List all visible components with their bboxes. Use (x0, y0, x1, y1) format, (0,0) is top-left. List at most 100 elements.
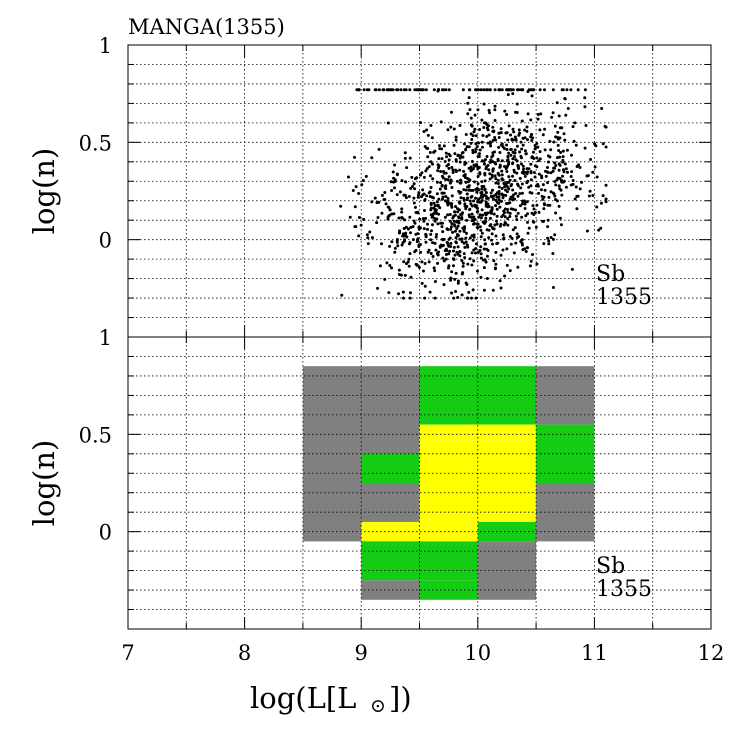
scatter-point (595, 175, 599, 179)
scatter-point (444, 177, 448, 181)
scatter-point (467, 88, 471, 92)
scatter-point (504, 194, 508, 198)
scatter-point (400, 210, 404, 214)
scatter-point (532, 170, 536, 174)
scatter-point (421, 217, 425, 221)
scatter-point (538, 157, 542, 161)
scatter-point (391, 170, 395, 174)
scatter-point (526, 220, 530, 224)
scatter-point (423, 261, 427, 265)
bottom-y-tick-label: 1 (99, 326, 112, 350)
top-y-tick-label: 1 (99, 34, 112, 58)
scatter-point (482, 159, 486, 163)
scatter-point (353, 155, 357, 159)
scatter-point (562, 132, 566, 136)
scatter-point (450, 205, 454, 209)
scatter-point (506, 93, 510, 97)
scatter-point (518, 204, 522, 208)
scatter-point (546, 236, 550, 240)
scatter-point (495, 207, 499, 211)
scatter-point (578, 187, 582, 191)
top-y-tick-label: 0 (99, 229, 112, 253)
scatter-point (476, 210, 480, 214)
scatter-point (403, 156, 407, 160)
scatter-point (539, 112, 543, 116)
scatter-point (536, 183, 540, 187)
scatter-point (552, 192, 556, 196)
x-axis-label-main: log(L[L (250, 681, 356, 715)
scatter-point (383, 190, 387, 194)
scatter-point (449, 227, 453, 231)
scatter-point (555, 101, 559, 105)
scatter-point (452, 219, 456, 223)
scatter-point (416, 238, 420, 242)
scatter-point (513, 178, 517, 182)
scatter-point (482, 162, 486, 166)
scatter-point (448, 154, 452, 158)
scatter-point (514, 241, 518, 245)
scatter-point (503, 221, 507, 225)
scatter-point (404, 196, 408, 200)
scatter-point (501, 233, 505, 237)
scatter-point (420, 171, 424, 175)
scatter-point (514, 208, 518, 212)
scatter-point (370, 156, 374, 160)
scatter-point (458, 229, 462, 233)
scatter-point (463, 256, 467, 260)
scatter-point (506, 210, 510, 214)
scatter-point (459, 196, 463, 200)
scatter-point (453, 229, 457, 233)
scatter-point (515, 102, 519, 106)
scatter-point (547, 195, 551, 199)
scatter-point (517, 88, 521, 92)
scatter-point (386, 121, 390, 125)
scatter-point (541, 183, 545, 187)
scatter-point (470, 124, 474, 128)
scatter-point (404, 234, 408, 238)
scatter-point (424, 232, 428, 236)
scatter-point (526, 112, 530, 116)
scatter-point (424, 88, 428, 92)
scatter-point (478, 128, 482, 132)
scatter-point (397, 272, 401, 276)
scatter-point (476, 200, 480, 204)
scatter-point (409, 186, 413, 190)
scatter-point (527, 185, 531, 189)
scatter-point (449, 278, 453, 282)
scatter-point (380, 211, 384, 215)
scatter-point (534, 225, 538, 229)
scatter-point (485, 277, 489, 281)
scatter-point (519, 156, 523, 160)
scatter-point (449, 244, 453, 248)
scatter-point (377, 200, 381, 204)
scatter-point (482, 126, 486, 130)
scatter-point (499, 253, 503, 257)
scatter-point (390, 212, 394, 216)
scatter-point (425, 167, 429, 171)
scatter-point (380, 242, 384, 246)
chart-title: MANGA(1355) (128, 15, 285, 39)
scatter-point (518, 150, 522, 154)
scatter-point (500, 193, 504, 197)
scatter-point (513, 226, 517, 230)
scatter-point (488, 111, 492, 115)
scatter-point (411, 225, 415, 229)
scatter-point (509, 207, 513, 211)
scatter-point (452, 258, 456, 262)
scatter-point (542, 242, 546, 246)
scatter-point (501, 248, 505, 252)
scatter-point (506, 164, 510, 168)
scatter-point (422, 227, 426, 231)
scatter-point (401, 241, 405, 245)
scatter-point (533, 143, 537, 147)
scatter-point (433, 280, 437, 284)
bottom-y-tick-label: 0.5 (79, 423, 112, 447)
scatter-point (489, 211, 493, 215)
scatter-point (417, 193, 421, 197)
scatter-point (488, 142, 492, 146)
scatter-point (478, 225, 482, 229)
scatter-point (425, 128, 429, 132)
scatter-point (388, 244, 392, 248)
scatter-point (548, 203, 552, 207)
scatter-point (437, 250, 441, 254)
